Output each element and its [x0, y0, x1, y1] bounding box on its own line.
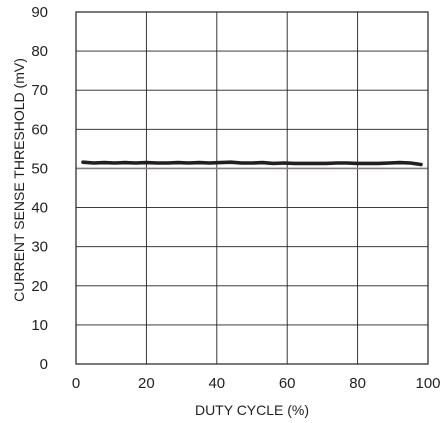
plot-frame [75, 11, 429, 365]
grid [76, 12, 428, 364]
x-tick-label: 60 [279, 375, 296, 392]
y-tick-label: 80 [31, 43, 48, 60]
y-tick-label: 10 [31, 317, 48, 334]
y-tick-label: 30 [31, 239, 48, 256]
y-tick-label: 40 [31, 200, 48, 217]
y-tick-label: 60 [31, 121, 48, 138]
y-tick-label: 70 [31, 82, 48, 99]
x-axis-label: DUTY CYCLE (%) [195, 402, 309, 418]
x-tick-labels: 0 20 40 60 80 100 [72, 375, 441, 392]
y-axis-label: CURRENT SENSE THRESHOLD (mV) [11, 58, 27, 302]
y-tick-labels: 0 10 20 30 40 50 60 70 80 90 [31, 4, 48, 373]
y-tick-label: 20 [31, 278, 48, 295]
y-tick-label: 0 [40, 356, 48, 373]
x-tick-label: 20 [138, 375, 155, 392]
x-tick-label: 40 [208, 375, 225, 392]
x-tick-label: 100 [415, 375, 440, 392]
series-line [81, 160, 423, 167]
y-tick-label: 50 [31, 160, 48, 177]
series-group [81, 160, 423, 167]
x-tick-label: 80 [349, 375, 366, 392]
y-tick-label: 90 [31, 4, 48, 21]
x-tick-label: 0 [72, 375, 80, 392]
